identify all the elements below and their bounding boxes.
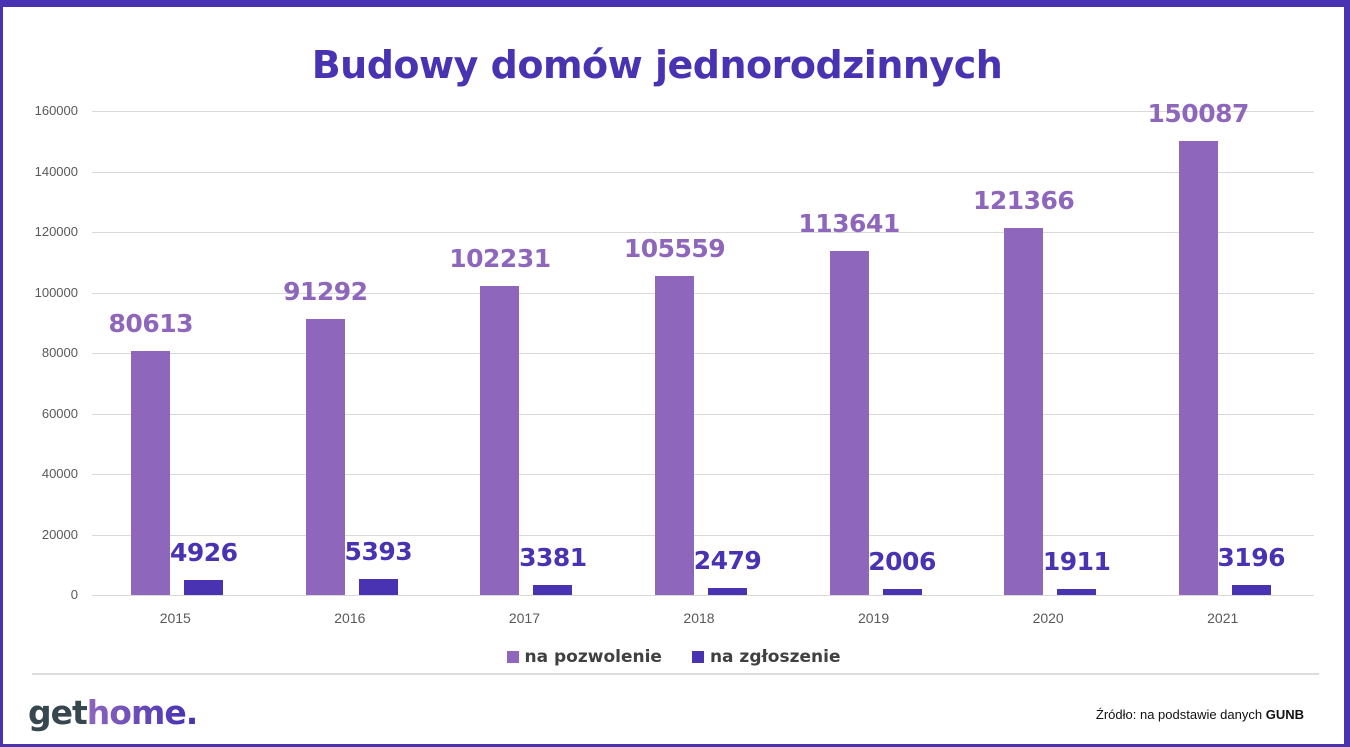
gridline — [92, 595, 1314, 596]
y-tick-label: 20000 — [41, 526, 78, 542]
data-label: 121366 — [972, 185, 1075, 215]
data-label: 5393 — [344, 536, 413, 566]
bar-na-pozwolenie — [131, 351, 171, 595]
legend-label: na zgłoszenie — [709, 647, 841, 667]
data-label: 113641 — [798, 209, 900, 239]
legend-swatch-icon — [506, 651, 519, 663]
data-label: 80613 — [108, 309, 194, 339]
x-tick-label: 2017 — [508, 610, 540, 626]
bar-na-zgloszenie — [184, 580, 224, 595]
gridline — [92, 474, 1314, 475]
source-prefix: Źródło: na podstawie danych — [1095, 707, 1266, 722]
logo-get: get — [28, 693, 88, 732]
logo-dot: . — [185, 693, 199, 732]
y-tick-label: 160000 — [34, 103, 78, 118]
y-tick-label: 60000 — [41, 405, 78, 421]
data-label: 102231 — [449, 243, 551, 273]
data-label: 91292 — [283, 276, 368, 306]
source-name: GUNB — [1265, 707, 1304, 722]
gethome-logo: gethome. — [28, 693, 199, 732]
bar-na-zgloszenie — [708, 587, 747, 595]
data-label: 1911 — [1042, 547, 1111, 577]
data-label: 4926 — [169, 538, 238, 568]
data-label: 3196 — [1217, 543, 1285, 573]
bar-na-pozwolenie — [1178, 140, 1218, 595]
bar-na-zgloszenie — [1057, 589, 1097, 595]
legend-swatch-icon — [691, 651, 704, 663]
bar-na-zgloszenie — [533, 584, 573, 595]
gridline — [92, 353, 1314, 354]
x-tick-label: 2018 — [683, 610, 715, 626]
bar-na-pozwolenie — [480, 285, 520, 595]
y-tick-label: 100000 — [34, 284, 78, 300]
legend-label: na pozwolenie — [524, 647, 662, 667]
y-tick-label: 120000 — [34, 224, 78, 239]
bar-na-pozwolenie — [305, 318, 345, 595]
footer-divider — [32, 673, 1319, 675]
gridline — [92, 171, 1314, 173]
data-label: 150087 — [1147, 98, 1250, 128]
gridline — [92, 111, 1314, 112]
x-tick-label: 2019 — [857, 610, 890, 626]
legend-item: na zgłoszenie — [691, 647, 841, 667]
gridline — [92, 232, 1314, 233]
gridline — [92, 413, 1314, 415]
plot-area: 0 20000 40000 60000 80000 100000 120000 140000 1… — [3, 7, 1344, 744]
bar-na-zgloszenie — [882, 588, 922, 595]
bar-na-pozwolenie — [1004, 227, 1044, 595]
chart-card: Budowy domów jednorodzinnych 0 20000 40000… — [3, 7, 1344, 744]
x-tick-label: 2021 — [1207, 610, 1239, 626]
bar-na-zgloszenie — [358, 578, 398, 595]
legend-item: na pozwolenie — [506, 647, 662, 667]
y-tick-label: 80000 — [41, 345, 78, 360]
data-label: 2479 — [693, 545, 762, 575]
logo-home: home — [86, 693, 187, 732]
legend: na pozwolenie na zgłoszenie — [3, 647, 1344, 667]
bar-na-zgloszenie — [1231, 585, 1271, 595]
y-tick-label: 140000 — [34, 163, 78, 179]
y-tick-label: 0 — [70, 587, 78, 602]
gridline — [92, 534, 1314, 536]
bar-na-pozwolenie — [829, 251, 869, 595]
data-label: 2006 — [868, 546, 936, 576]
y-tick-label: 40000 — [41, 466, 78, 481]
x-tick-label: 2020 — [1032, 610, 1064, 626]
x-tick-label: 2015 — [159, 610, 191, 626]
bar-na-pozwolenie — [655, 275, 694, 595]
data-label: 105559 — [623, 233, 726, 263]
data-label: 3381 — [519, 542, 587, 572]
x-tick-label: 2016 — [334, 610, 366, 626]
source-note: Źródło: na podstawie danych GUNB — [1096, 707, 1304, 722]
chart-title: Budowy domów jednorodzinnych — [311, 43, 1003, 87]
gridline — [92, 292, 1314, 294]
